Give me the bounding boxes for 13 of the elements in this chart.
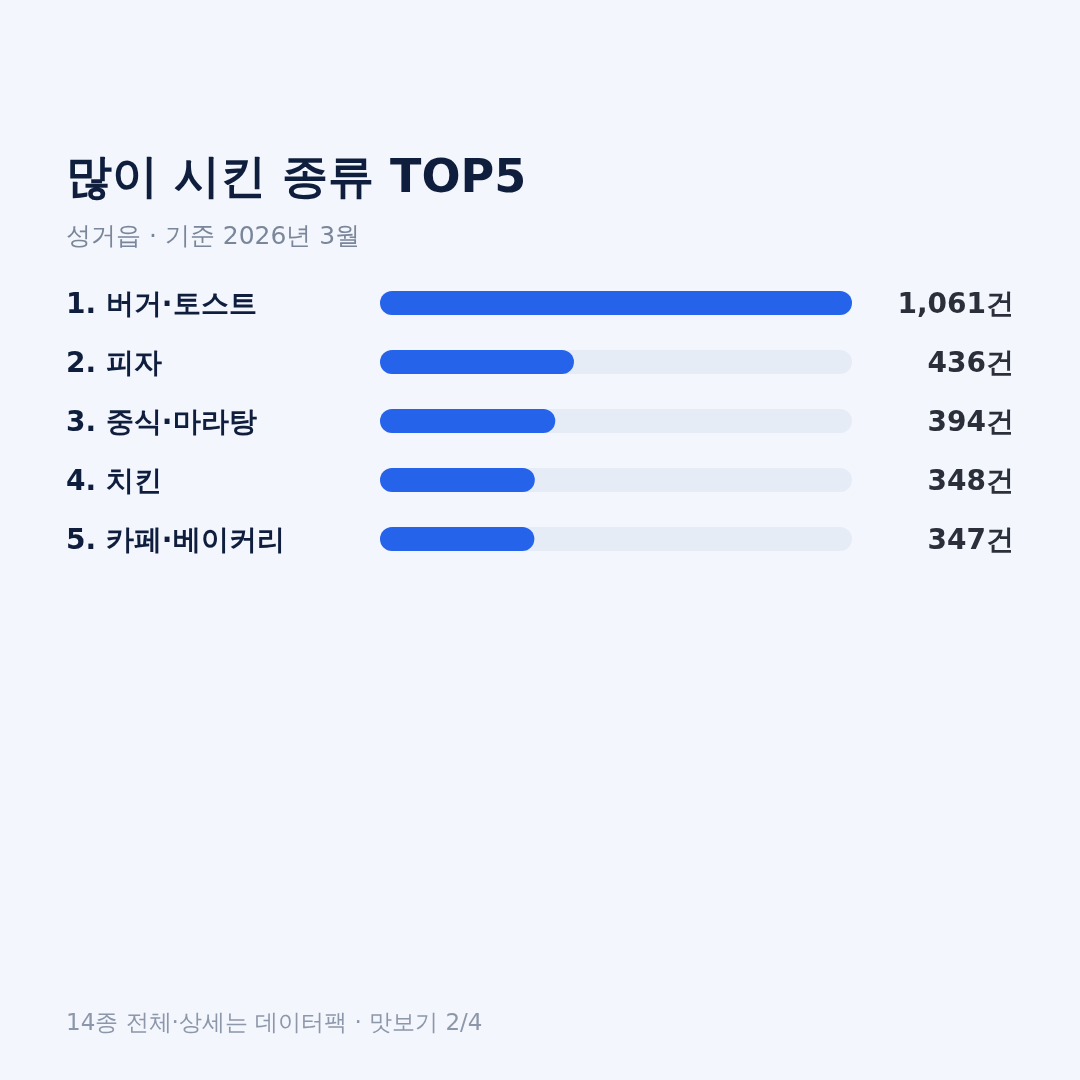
y-tick-label: 5. 카페·베이커리	[66, 523, 285, 556]
data-label: 436건	[927, 346, 1014, 379]
y-tick-label: 2. 피자	[66, 346, 162, 379]
data-label: 394건	[927, 405, 1014, 438]
text: 14종 전체·상세는 데이터팩 · 맛보기 2/4	[66, 1009, 483, 1035]
chart-title: 많이 시킨 종류 TOP5	[66, 149, 527, 203]
chart-subtitle: 성거읍 · 기준 2026년 3월	[66, 221, 361, 250]
y-tick-label: 4. 치킨	[66, 464, 162, 497]
data-label: 348건	[927, 464, 1014, 497]
y-tick-label: 3. 중식·마라탕	[66, 405, 257, 438]
data-label: 347건	[927, 523, 1014, 556]
data-label: 1,061건	[897, 287, 1014, 320]
y-tick-label: 1. 버거·토스트	[66, 287, 257, 320]
